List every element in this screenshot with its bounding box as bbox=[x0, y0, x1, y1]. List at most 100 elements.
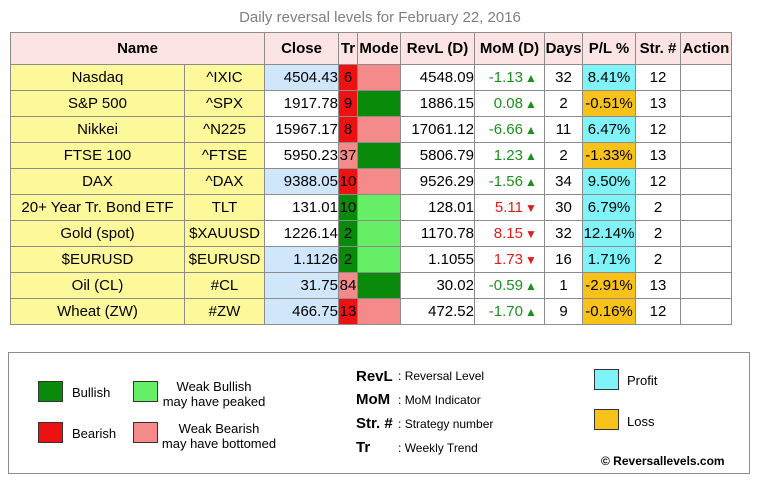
cell-close: 15967.17 bbox=[264, 116, 339, 143]
cell-days: 30 bbox=[544, 194, 583, 221]
cell-days: 9 bbox=[544, 298, 583, 325]
separator: : bbox=[398, 369, 402, 383]
cell-symbol: ^IXIC bbox=[184, 64, 265, 91]
cell-mode bbox=[357, 194, 401, 221]
cell-action bbox=[680, 194, 732, 221]
cell-strategy: 2 bbox=[635, 246, 681, 273]
arrow-up-icon: ▲ bbox=[525, 305, 537, 319]
legend-desc-strategy: : Strategy number bbox=[398, 417, 493, 431]
cell-mom: -0.59 ▲ bbox=[474, 272, 545, 299]
cell-revl: 1170.78 bbox=[400, 220, 475, 247]
legend-desc-mom-text: MoM Indicator bbox=[404, 393, 481, 407]
cell-name: Oil (CL) bbox=[10, 272, 185, 299]
arrow-down-icon: ▼ bbox=[525, 227, 537, 241]
cell-mode bbox=[357, 246, 401, 273]
table-header-row: Name Close Tr Mode RevL (D) MoM (D) Days… bbox=[10, 32, 732, 65]
cell-name: 20+ Year Tr. Bond ETF bbox=[10, 194, 185, 221]
table-row: Wheat (ZW) #ZW 466.75 13 472.52 -1.70 ▲ 9 -0.16%… bbox=[10, 298, 732, 325]
cell-pl: -1.33% bbox=[582, 142, 636, 169]
cell-strategy: 2 bbox=[635, 194, 681, 221]
legend-label-bullish: Bullish bbox=[72, 385, 111, 400]
cell-name: DAX bbox=[10, 168, 185, 195]
legend-desc-mom: : MoM Indicator bbox=[398, 393, 481, 407]
cell-pl: 6.47% bbox=[582, 116, 636, 143]
cell-symbol: #ZW bbox=[184, 298, 265, 325]
legend-swatch-weak-bullish bbox=[133, 381, 158, 402]
separator: : bbox=[398, 441, 402, 455]
cell-pl: -0.51% bbox=[582, 90, 636, 117]
cell-strategy: 12 bbox=[635, 298, 681, 325]
mom-value: -1.13 bbox=[488, 69, 523, 86]
cell-days: 1 bbox=[544, 272, 583, 299]
cell-strategy: 13 bbox=[635, 272, 681, 299]
legend-label-profit: Profit bbox=[627, 373, 658, 388]
cell-symbol: ^DAX bbox=[184, 168, 265, 195]
cell-pl: 1.71% bbox=[582, 246, 636, 273]
cell-weekly-trend: 6 bbox=[338, 64, 358, 91]
legend-abbr-mom: MoM bbox=[356, 391, 391, 408]
cell-close: 5950.23 bbox=[264, 142, 339, 169]
cell-revl: 5806.79 bbox=[400, 142, 475, 169]
cell-mode bbox=[357, 90, 401, 117]
arrow-up-icon: ▲ bbox=[525, 97, 537, 111]
cell-symbol: $EURUSD bbox=[184, 246, 265, 273]
cell-weekly-trend: 84 bbox=[338, 272, 358, 299]
cell-action bbox=[680, 168, 732, 195]
cell-pl: -2.91% bbox=[582, 272, 636, 299]
cell-name: Gold (spot) bbox=[10, 220, 185, 247]
cell-mom: 5.11 ▼ bbox=[474, 194, 545, 221]
cell-symbol: TLT bbox=[184, 194, 265, 221]
separator: : bbox=[398, 417, 402, 431]
legend-desc-tr: : Weekly Trend bbox=[398, 441, 478, 455]
table-row: Gold (spot) $XAUUSD 1226.14 2 1170.78 8.15 ▼ 32… bbox=[10, 220, 732, 247]
cell-revl: 472.52 bbox=[400, 298, 475, 325]
cell-name: Wheat (ZW) bbox=[10, 298, 185, 325]
cell-weekly-trend: 2 bbox=[338, 220, 358, 247]
cell-close: 466.75 bbox=[264, 298, 339, 325]
cell-symbol: $XAUUSD bbox=[184, 220, 265, 247]
cell-strategy: 12 bbox=[635, 64, 681, 91]
cell-revl: 4548.09 bbox=[400, 64, 475, 91]
cell-close: 1226.14 bbox=[264, 220, 339, 247]
arrow-up-icon: ▲ bbox=[525, 123, 537, 137]
header-mode: Mode bbox=[357, 32, 401, 65]
header-close: Close bbox=[264, 32, 339, 65]
cell-action bbox=[680, 142, 732, 169]
cell-close: 1.1126 bbox=[264, 246, 339, 273]
cell-weekly-trend: 2 bbox=[338, 246, 358, 273]
cell-symbol: #CL bbox=[184, 272, 265, 299]
cell-pl: -0.16% bbox=[582, 298, 636, 325]
cell-weekly-trend: 8 bbox=[338, 116, 358, 143]
cell-days: 2 bbox=[544, 142, 583, 169]
cell-symbol: ^N225 bbox=[184, 116, 265, 143]
cell-action bbox=[680, 64, 732, 91]
arrow-up-icon: ▲ bbox=[525, 149, 537, 163]
cell-revl: 1.1055 bbox=[400, 246, 475, 273]
mom-value: -1.70 bbox=[488, 303, 523, 320]
cell-weekly-trend: 10 bbox=[338, 194, 358, 221]
table-row: DAX ^DAX 9388.05 10 9526.29 -1.56 ▲ 34 9.50% 12 bbox=[10, 168, 732, 195]
cell-close: 131.01 bbox=[264, 194, 339, 221]
cell-action bbox=[680, 246, 732, 273]
header-name: Name bbox=[10, 32, 265, 65]
cell-mode bbox=[357, 220, 401, 247]
mom-value: -0.59 bbox=[488, 277, 523, 294]
cell-action bbox=[680, 90, 732, 117]
cell-strategy: 2 bbox=[635, 220, 681, 247]
cell-revl: 128.01 bbox=[400, 194, 475, 221]
legend-weak-bearish-line2: may have bottomed bbox=[161, 436, 277, 451]
cell-name: FTSE 100 bbox=[10, 142, 185, 169]
mom-value: 0.08 bbox=[493, 95, 523, 112]
cell-days: 32 bbox=[544, 64, 583, 91]
cell-revl: 1886.15 bbox=[400, 90, 475, 117]
header-tr: Tr bbox=[338, 32, 358, 65]
cell-mom: -1.70 ▲ bbox=[474, 298, 545, 325]
cell-close: 9388.05 bbox=[264, 168, 339, 195]
cell-mom: -1.56 ▲ bbox=[474, 168, 545, 195]
cell-days: 16 bbox=[544, 246, 583, 273]
mom-value: 1.73 bbox=[493, 251, 523, 268]
cell-pl: 9.50% bbox=[582, 168, 636, 195]
cell-mode bbox=[357, 116, 401, 143]
cell-mode bbox=[357, 168, 401, 195]
header-days: Days bbox=[544, 32, 583, 65]
